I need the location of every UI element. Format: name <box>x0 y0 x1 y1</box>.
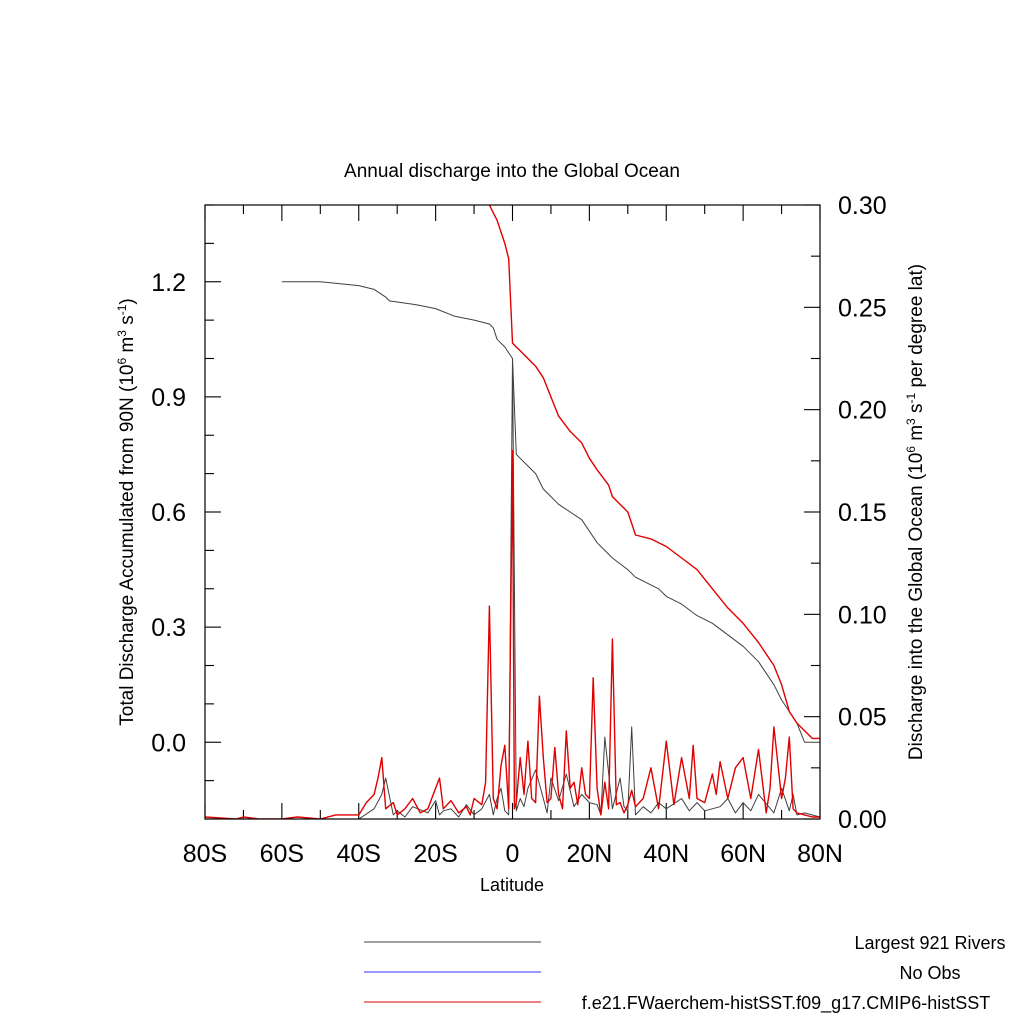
y-right-label-part3: s <box>906 403 927 418</box>
y-axis-right-label: Discharge into the Global Ocean (106 m3 … <box>904 264 927 760</box>
y-left-tick-label: 1.2 <box>151 269 186 297</box>
legend-label: f.e21.FWaerchem-histSST.f09_g17.CMIP6-hi… <box>582 993 991 1014</box>
y-right-tick-label: 0.05 <box>838 704 887 732</box>
x-axis-label: Latitude <box>480 875 544 895</box>
series-line-model-discharge <box>205 449 820 819</box>
x-tick-label: 80S <box>183 840 227 868</box>
series-line-rivers-accumulated <box>281 281 820 743</box>
plot-frame <box>204 204 821 820</box>
y-right-tick-label: 0.15 <box>838 499 887 527</box>
x-tick-label: 20N <box>566 840 612 868</box>
y-right-label-sup3: -1 <box>904 392 918 403</box>
x-tick-label: 40S <box>337 840 381 868</box>
y-left-label-part1: Total Discharge Accumulated from 90N (10 <box>117 365 138 726</box>
y-left-label-part2: m <box>117 337 138 358</box>
x-tick-label: 20S <box>413 840 457 868</box>
tick-labels: 80S 60S 40S 20S 0 20N 40N 60N 80N 0.0 0.3 0.6 0.9 1.2… <box>151 192 886 868</box>
x-tick-label: 0 <box>506 840 520 868</box>
series-line-model-accumulated <box>488 205 820 740</box>
y-left-tick-label: 0.6 <box>151 499 186 527</box>
legend-label: Largest 921 Rivers <box>854 933 1005 953</box>
tick-marks <box>204 204 821 820</box>
y-right-label-part1: Discharge into the Global Ocean (10 <box>906 453 927 760</box>
y-right-label-sup2: 3 <box>904 418 918 425</box>
y-left-label-sup1: 6 <box>115 358 129 365</box>
x-tick-label: 40N <box>643 840 689 868</box>
y-left-tick-label: 0.0 <box>151 729 186 757</box>
legend: Largest 921 Rivers No Obs f.e21.FWaerchem-… <box>364 933 1006 1014</box>
y-left-label-end: ) <box>117 298 138 304</box>
y-right-tick-label: 0.20 <box>838 397 887 425</box>
series-lines <box>205 205 820 819</box>
x-tick-label: 80N <box>797 840 843 868</box>
x-tick-label: 60S <box>260 840 304 868</box>
series-line-rivers-discharge <box>205 358 820 819</box>
legend-label: No Obs <box>899 963 960 983</box>
y-left-tick-label: 0.9 <box>151 384 186 412</box>
y-left-label-sup3: -1 <box>115 304 129 315</box>
chart-title: Annual discharge into the Global Ocean <box>344 161 680 182</box>
y-left-tick-label: 0.3 <box>151 614 186 642</box>
y-axis-left-label: Total Discharge Accumulated from 90N (10… <box>115 298 138 725</box>
x-tick-label: 60N <box>720 840 766 868</box>
y-right-label-part2: m <box>906 425 927 446</box>
y-right-label-end: per degree lat) <box>906 264 927 393</box>
y-right-tick-label: 0.00 <box>838 806 887 834</box>
y-right-tick-label: 0.10 <box>838 601 887 629</box>
y-left-label-sup2: 3 <box>115 330 129 337</box>
y-right-tick-label: 0.30 <box>838 192 887 220</box>
y-right-label-sup1: 6 <box>904 446 918 453</box>
y-left-label-part3: s <box>117 315 138 330</box>
y-right-tick-label: 0.25 <box>838 294 887 322</box>
